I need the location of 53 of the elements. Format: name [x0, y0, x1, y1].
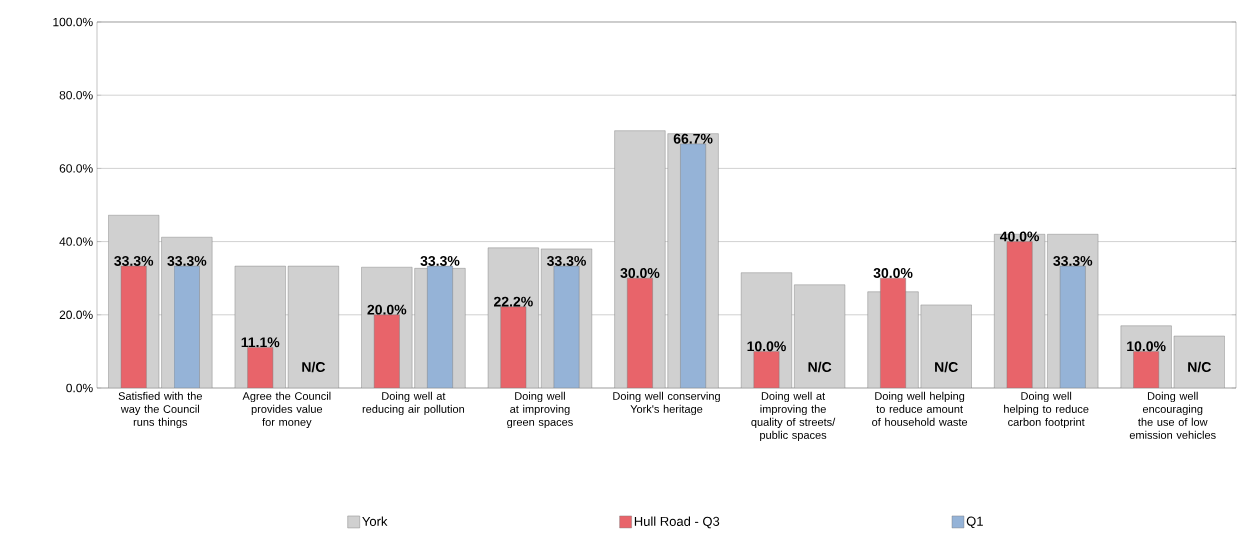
data-label: 10.0% — [747, 341, 786, 352]
bar — [247, 347, 273, 388]
x-tick-label: Doing well at improving the quality of streets/ public spaces — [751, 391, 836, 442]
y-tick-label: 60.0% — [59, 164, 93, 173]
text: N/C — [935, 361, 958, 373]
x-tick-label: Doing well at improving green spaces — [507, 391, 573, 429]
data-label: 22.2% — [494, 296, 533, 307]
legend-label: Q1 — [966, 516, 983, 529]
data-label: 66.7% — [673, 133, 713, 144]
x-tick-label: Doing well conserving York's heritage — [613, 391, 720, 416]
data-label: 33.3% — [114, 255, 154, 266]
bar — [553, 266, 580, 388]
data-label: 30.0% — [620, 268, 660, 278]
y-tick-label: 40.0% — [59, 237, 93, 246]
y-tick-label: 0.0% — [66, 383, 93, 393]
x-tick-label: Doing well at reducing air pollution — [362, 391, 465, 416]
text: N/C — [808, 361, 832, 373]
x-tick-label: Doing well encouraging the use of low emission vehicles — [1129, 391, 1216, 439]
bar — [1006, 241, 1033, 388]
bar — [288, 266, 339, 388]
data-label: 30.0% — [873, 268, 913, 278]
bar — [427, 266, 453, 388]
bar — [174, 266, 200, 388]
bar — [121, 266, 147, 388]
x-tick-label: Doing well helping to reduce amount of household waste — [872, 391, 968, 426]
text: N/C — [1188, 361, 1211, 373]
bar — [880, 278, 906, 388]
bar — [500, 306, 527, 388]
data-label: 33.3% — [1053, 255, 1093, 266]
y-tick-label: 100.0% — [53, 17, 93, 27]
legend-label: Hull Road - Q3 — [634, 516, 720, 529]
data-label: 40.0% — [999, 231, 1040, 242]
bar — [794, 284, 845, 388]
bar — [374, 314, 400, 388]
bar — [1059, 265, 1086, 388]
legend-label: York — [362, 516, 388, 526]
x-tick-label: Agree the Council provides value for money — [242, 391, 331, 429]
y-tick-label: 20.0% — [59, 310, 93, 320]
bar — [627, 278, 653, 388]
data-label: 33.3% — [167, 255, 207, 266]
x-tick-label: Satisfied with the way the Council runs things — [118, 391, 202, 429]
bar — [680, 143, 706, 388]
data-label: 33.3% — [547, 255, 586, 266]
bar — [920, 304, 972, 388]
x-tick-label: Doing well helping to reduce carbon footprint — [1004, 391, 1089, 429]
data-label: 11.1% — [241, 337, 280, 348]
bar — [1133, 351, 1160, 388]
data-label: 33.3% — [420, 255, 460, 266]
data-label: 10.0% — [1127, 341, 1166, 352]
y-tick-label: 80.0% — [59, 90, 93, 100]
bar — [753, 351, 780, 388]
text: N/C — [302, 361, 326, 373]
data-label: 20.0% — [367, 304, 407, 315]
